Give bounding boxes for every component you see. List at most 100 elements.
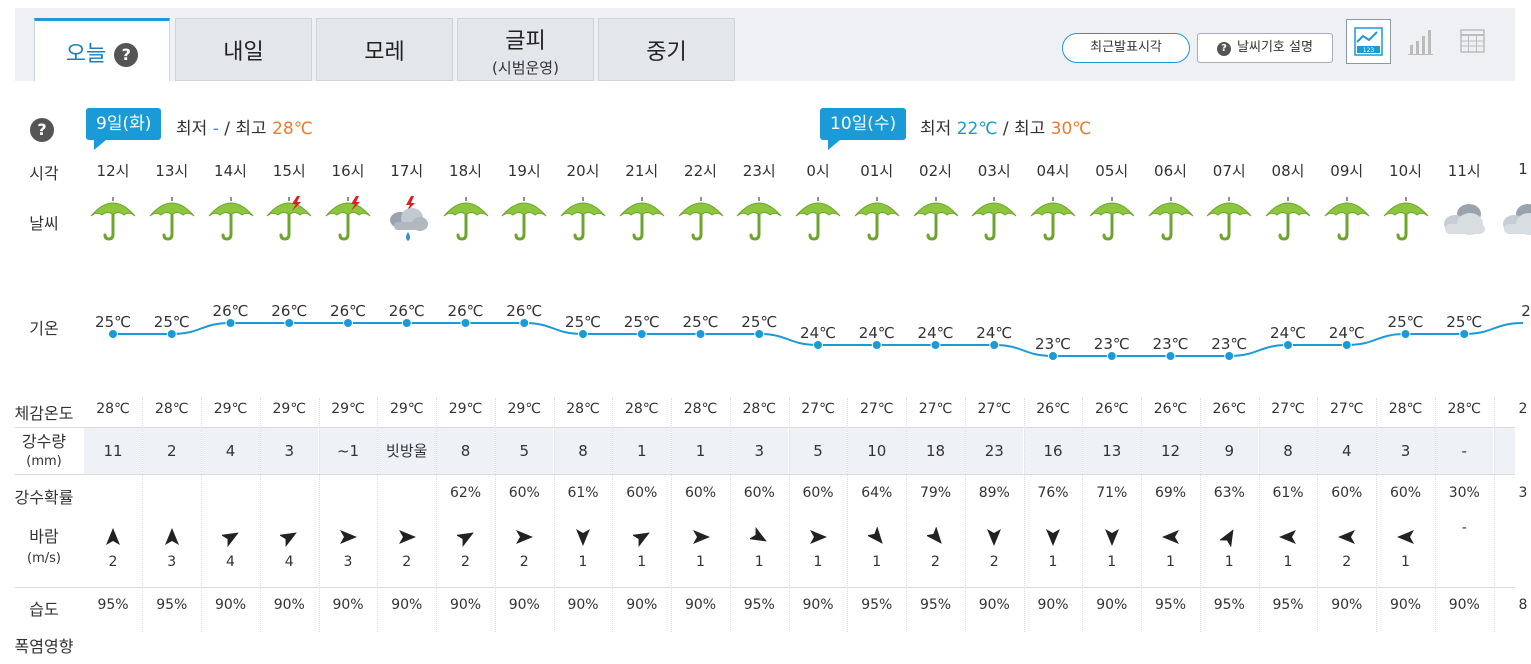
tab-day-after-label: 모레 <box>364 40 405 65</box>
row-label-humidity: 습도 <box>29 600 59 619</box>
cloud-icon <box>1439 196 1489 246</box>
wind-direction-icon <box>692 527 710 545</box>
umbrella-icon <box>558 196 608 246</box>
wind-direction-icon <box>104 527 122 545</box>
row-label-temp: 기온 <box>29 319 59 338</box>
tab-today[interactable]: 오늘? <box>34 18 170 81</box>
wind-speed-value: 1 <box>637 554 647 570</box>
wind-speed-value: 2 <box>402 554 412 570</box>
humidity-value: 95% <box>1154 597 1187 613</box>
hour-label: 21시 <box>625 162 659 180</box>
umbrella-icon <box>1322 196 1372 246</box>
umbrella-icon <box>441 196 491 246</box>
hour-label: 16시 <box>331 162 365 180</box>
wind-direction-icon <box>278 527 298 548</box>
humidity-value: 95% <box>97 597 129 613</box>
temperature-point <box>1459 329 1470 339</box>
column-divider <box>377 398 379 632</box>
umbrella-icon <box>499 196 549 246</box>
rain-amount-value: 8 <box>437 428 496 474</box>
humidity-value: 90% <box>214 597 247 613</box>
humidity-value: 95% <box>743 597 775 613</box>
latest-announcement-button[interactable]: 최근발표시각 <box>1062 33 1190 63</box>
column-divider <box>1023 398 1025 632</box>
temperature-label: 25℃ <box>1388 313 1424 331</box>
divider <box>15 474 1515 475</box>
rain-probability-value: 89% <box>978 485 1010 501</box>
humidity-value: 90% <box>1037 597 1069 613</box>
column-divider <box>201 398 203 632</box>
weather-symbol-help-button[interactable]: ? 날씨기호 설명 <box>1197 33 1333 63</box>
rain-probability-value: 61% <box>567 485 599 501</box>
rain-amount-value: 11 <box>84 428 143 474</box>
temperature-point <box>1048 351 1058 361</box>
umbrella-icon <box>617 196 667 246</box>
hour-label: 11시 <box>1447 162 1481 180</box>
column-divider <box>1434 398 1436 632</box>
rain-amount-value: 16 <box>1024 428 1083 474</box>
tab-midterm[interactable]: 중기 <box>598 18 735 81</box>
humidity-value: 90% <box>449 597 482 613</box>
rain-probability-value: 60% <box>626 485 658 501</box>
rain-amount-value: 4 <box>202 428 261 474</box>
wind-speed-value: 1 <box>1048 554 1058 570</box>
wind-speed-value: 4 <box>226 554 235 570</box>
wind-speed-value: 1 <box>754 554 764 570</box>
temperature-point <box>460 318 471 328</box>
help-icon[interactable]: ? <box>30 118 54 142</box>
wind-speed-value: 3 <box>167 554 177 570</box>
wind-speed-value: 1 <box>1166 554 1175 570</box>
umbrella-icon <box>1146 196 1196 246</box>
rain-probability-value: 60% <box>802 485 834 501</box>
column-divider <box>1082 398 1084 632</box>
storm-cloud-rain-icon <box>382 196 432 246</box>
temperature-point <box>989 340 1000 350</box>
tab-midterm-label: 중기 <box>646 40 687 65</box>
umbrella-icon <box>734 196 784 246</box>
column-divider <box>318 398 320 632</box>
temperature-label: 25℃ <box>624 313 660 331</box>
line-chart-view-button[interactable]: 123 <box>1346 19 1391 64</box>
rain-probability-value: 60% <box>684 485 717 501</box>
temperature-label: 26℃ <box>389 302 425 320</box>
temperature-label: 26℃ <box>213 302 249 320</box>
feels-like-value: 28℃ <box>624 401 659 417</box>
hour-label: 01시 <box>860 162 894 180</box>
column-divider <box>494 398 496 632</box>
humidity-value: 90% <box>684 597 717 613</box>
umbrella-icon <box>147 196 197 246</box>
rain-probability-value: 30% <box>1448 485 1480 501</box>
temperature-point <box>930 340 941 350</box>
humidity-value: 90% <box>332 597 364 613</box>
rain-amount-value: 10 <box>848 428 907 474</box>
rain-probability-value: 60% <box>508 485 540 501</box>
temperature-label: 24℃ <box>1329 324 1365 342</box>
temperature-label: 24℃ <box>1270 324 1306 342</box>
wind-direction-icon <box>1219 527 1238 548</box>
wind-direction-icon <box>163 527 181 545</box>
temperature-point <box>108 329 118 339</box>
feels-like-value: 2 <box>1518 401 1528 417</box>
table-view-button[interactable] <box>1451 19 1496 64</box>
column-divider <box>964 398 966 632</box>
tab-day-after[interactable]: 모레 <box>316 18 453 81</box>
temperature-label: 25℃ <box>1446 313 1482 331</box>
feels-like-value: 28℃ <box>742 401 777 417</box>
wind-direction-icon <box>1396 527 1415 545</box>
help-icon[interactable]: ? <box>114 43 139 67</box>
rain-amount-value: 8 <box>554 428 613 474</box>
wind-direction-icon <box>574 527 592 546</box>
wind-speed-value: 1 <box>578 554 588 570</box>
column-divider <box>788 398 790 632</box>
column-divider <box>553 398 555 632</box>
feels-like-value: 27℃ <box>1271 401 1305 417</box>
tab-3days[interactable]: 글피 (시범운영) <box>457 18 594 81</box>
rain-row-background <box>84 428 1515 474</box>
rain-amount-value: 8 <box>1259 428 1318 474</box>
temperature-point <box>1224 351 1235 361</box>
temperature-point <box>343 318 353 328</box>
feels-like-value: 28℃ <box>566 401 600 417</box>
temperature-label: 25℃ <box>95 313 131 331</box>
bar-chart-view-button[interactable] <box>1399 19 1444 64</box>
tab-tomorrow[interactable]: 내일 <box>175 18 312 81</box>
